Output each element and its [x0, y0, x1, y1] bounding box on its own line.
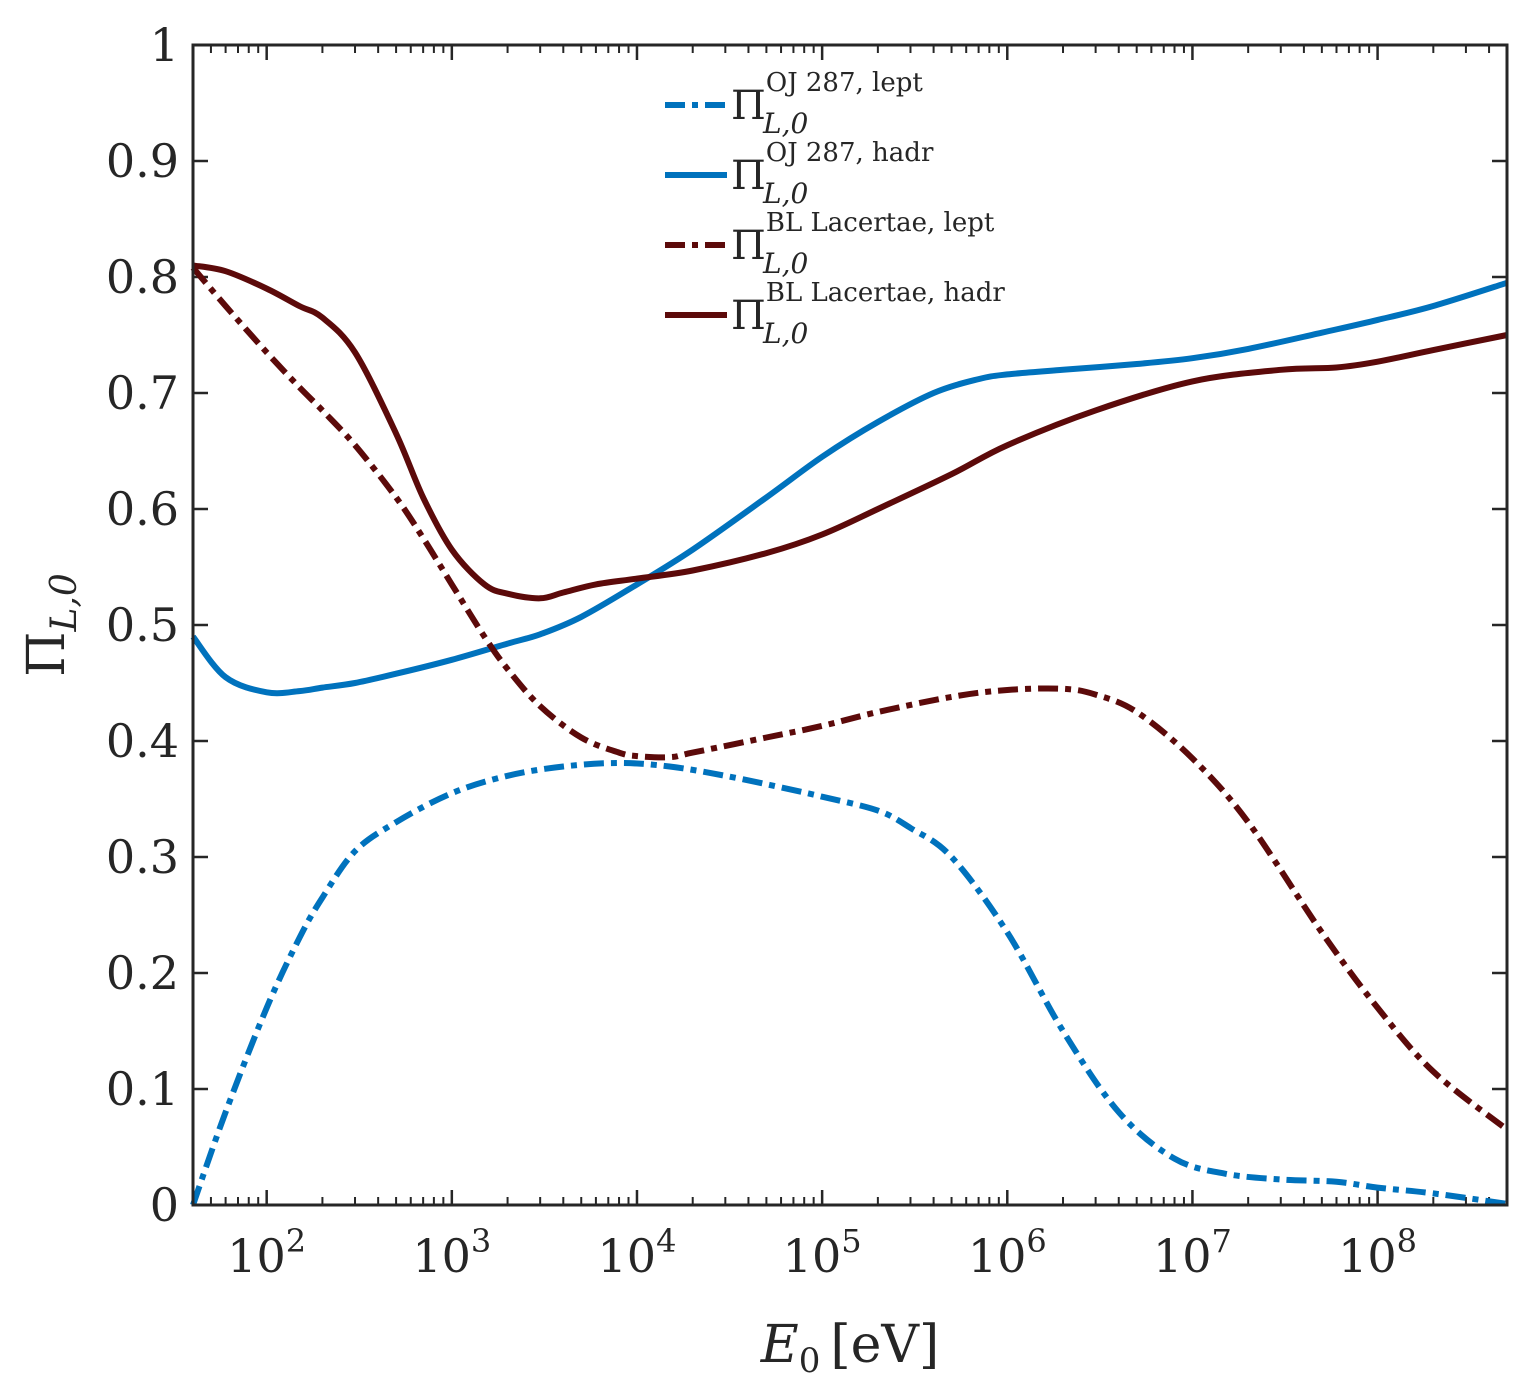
x-tick-exponent: 8: [1397, 1222, 1417, 1260]
x-tick-exponent: 4: [656, 1222, 676, 1260]
legend-subscript: L,0: [762, 247, 808, 280]
y-tick-label: 0.6: [106, 482, 179, 536]
x-tick-base: 10: [412, 1229, 471, 1283]
y-tick-label: 0.2: [106, 946, 179, 1000]
x-tick-label: 106: [968, 1222, 1047, 1283]
x-tick-base: 10: [1153, 1229, 1212, 1283]
legend-superscript: OJ 287, hadr: [766, 138, 934, 168]
legend-subscript: L,0: [762, 177, 808, 210]
x-tick-base: 10: [783, 1229, 842, 1283]
x-axis-symbol: E: [760, 1315, 799, 1375]
y-tick-label: 0.9: [106, 134, 179, 188]
major-ticks: [193, 43, 1507, 1207]
y-tick-label: 0.7: [106, 366, 179, 420]
legend-symbol: Π: [731, 223, 766, 269]
y-axis-title: ΠL,0: [17, 573, 85, 677]
legend-superscript: BL Lacertae, lept: [766, 208, 995, 238]
x-tick-label: 104: [598, 1222, 677, 1283]
series-line-1: [190, 760, 1508, 1207]
legend-entry-1: ΠOJ 287, lept L,0: [731, 68, 923, 140]
plot-frame: [191, 43, 1509, 1207]
x-tick-base: 10: [968, 1229, 1027, 1283]
legend-entry-3: ΠBL Lacertae, lept L,0: [731, 208, 995, 280]
y-axis-symbol: Π: [17, 631, 77, 676]
x-tick-base: 10: [598, 1229, 657, 1283]
x-tick-label: 102: [227, 1222, 306, 1283]
y-tick-label: 0: [150, 1178, 179, 1232]
legend-subscript: L,0: [762, 107, 808, 140]
x-tick-label: 108: [1338, 1222, 1417, 1283]
x-tick-exponent: 2: [286, 1222, 306, 1260]
series-line-3: [190, 265, 1509, 1132]
x-tick-label: 103: [412, 1222, 491, 1283]
x-tick-exponent: 5: [841, 1222, 861, 1260]
y-tick-label: 0.4: [106, 714, 179, 768]
x-tick-labels: 102 103 104 105 106 107 108: [227, 1222, 1417, 1283]
legend-superscript: BL Lacertae, hadr: [766, 278, 1006, 308]
x-tick-base: 10: [227, 1229, 286, 1283]
x-tick-base: 10: [1338, 1229, 1397, 1283]
y-tick-label: 0.3: [106, 830, 179, 884]
legend-entry-4: ΠBL Lacertae, hadr L,0: [731, 278, 1005, 350]
legend-symbol: Π: [731, 153, 766, 199]
legend-symbol: Π: [731, 83, 766, 129]
legend-symbol: Π: [731, 293, 766, 339]
x-tick-label: 105: [783, 1222, 862, 1283]
y-axis-subscript: L,0: [44, 573, 85, 632]
x-axis-title: E0 [eV]: [760, 1315, 940, 1381]
legend-entry-2: ΠOJ 287, hadr L,0: [731, 138, 934, 210]
series-line-4: [192, 262, 1508, 602]
x-axis-subscript: 0: [799, 1341, 821, 1381]
series-line-2: [190, 279, 1508, 697]
legend-subscript: L,0: [762, 317, 808, 350]
legend-superscript: OJ 287, lept: [766, 68, 924, 98]
x-tick-exponent: 6: [1026, 1222, 1046, 1260]
y-tick-label: 1: [150, 18, 179, 72]
y-tick-label: 0.5: [106, 598, 179, 652]
x-tick-label: 107: [1153, 1222, 1232, 1283]
x-tick-exponent: 3: [471, 1222, 491, 1260]
x-axis-unit: [eV]: [830, 1315, 939, 1375]
y-tick-labels: 0 0.1 0.2 0.3 0.4 0.5 0.6 0.7 0.8 0.9 1: [106, 18, 179, 1232]
y-tick-label: 0.8: [106, 250, 179, 304]
x-tick-exponent: 7: [1212, 1222, 1232, 1260]
series-group: [190, 262, 1509, 1207]
y-tick-label: 0.1: [106, 1062, 179, 1116]
